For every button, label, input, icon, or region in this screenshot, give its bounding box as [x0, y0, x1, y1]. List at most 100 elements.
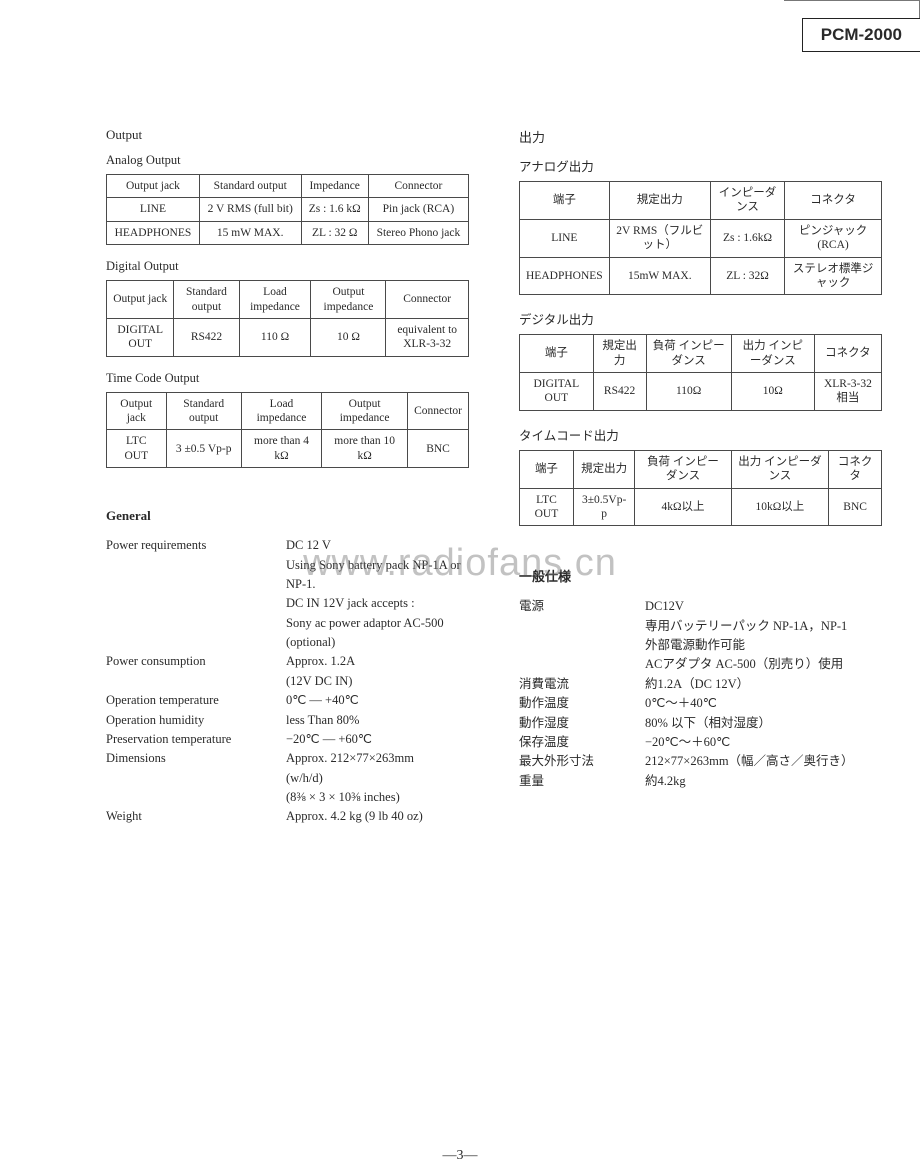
table-header-row: Output jack Standard output Load impedan… [107, 392, 469, 430]
th: Output jack [107, 175, 200, 198]
th: Load impedance [239, 281, 311, 319]
td: HEADPHONES [107, 221, 200, 244]
td: HEADPHONES [520, 257, 610, 295]
table-row: LINE 2V RMS（フルビット） Zs : 1.6kΩ ピンジャック (RC… [520, 219, 882, 257]
spec-value-line: 外部電源動作可能 [645, 636, 882, 655]
spec-row: 消費電流約1.2A（DC 12V） [519, 675, 882, 694]
th: Connector [368, 175, 468, 198]
spec-label: 消費電流 [519, 675, 645, 694]
td: ZL : 32 Ω [301, 221, 368, 244]
td: 3±0.5Vp-p [573, 488, 635, 526]
th: 規定出力 [573, 450, 635, 488]
td: 3 ±0.5 Vp-p [166, 430, 241, 468]
td: 10 Ω [311, 318, 386, 356]
spec-value: 212×77×263mm（幅／高さ／奥行き） [645, 752, 882, 771]
table-row: DIGITAL OUT RS422 110Ω 10Ω XLR-3-32 相当 [520, 373, 882, 411]
td: 10Ω [731, 373, 814, 411]
spec-value: DC 12 VUsing Sony battery pack NP-1A or … [286, 536, 469, 652]
td: RS422 [593, 373, 646, 411]
spec-value-line: 約4.2kg [645, 772, 882, 791]
table-row: DIGITAL OUT RS422 110 Ω 10 Ω equivalent … [107, 318, 469, 356]
spec-value-line: (w/h/d) [286, 769, 469, 788]
spec-value: DC12V専用バッテリーパック NP-1A，NP-1外部電源動作可能ACアダプタ… [645, 597, 882, 675]
spec-row: Power consumptionApprox. 1.2A(12V DC IN) [106, 652, 469, 691]
spec-label: Power consumption [106, 652, 286, 691]
th: 負荷 インピーダンス [635, 450, 731, 488]
spec-value: 約4.2kg [645, 772, 882, 791]
spec-row: 動作湿度80% 以下（相対湿度） [519, 714, 882, 733]
td: LINE [107, 198, 200, 221]
spec-value: 約1.2A（DC 12V） [645, 675, 882, 694]
td: Zs : 1.6 kΩ [301, 198, 368, 221]
page-number: —3— [0, 1148, 920, 1164]
spec-value-line: −20℃～＋60℃ [645, 733, 882, 752]
td: Zs : 1.6kΩ [710, 219, 784, 257]
spec-value-line: 212×77×263mm（幅／高さ／奥行き） [645, 752, 882, 771]
td: ピンジャック (RCA) [785, 219, 882, 257]
spec-label: 動作温度 [519, 694, 645, 713]
table-header-row: 端子 規定出力 負荷 インピーダンス 出力 インピーダンス コネクタ [520, 450, 882, 488]
td: 110Ω [646, 373, 731, 411]
timecode-table-en: Output jack Standard output Load impedan… [106, 392, 469, 469]
spec-value-line: 80% 以下（相対湿度） [645, 714, 882, 733]
spec-label: Operation humidity [106, 711, 286, 730]
td: more than 4 kΩ [241, 430, 321, 468]
spec-label: Dimensions [106, 749, 286, 807]
spec-label: Operation temperature [106, 691, 286, 710]
spec-value-line: ACアダプタ AC-500（別売り）使用 [645, 655, 882, 674]
spec-value-line: Approx. 212×77×263mm [286, 749, 469, 768]
spec-row: 動作温度0℃～＋40℃ [519, 694, 882, 713]
spec-value-line: DC 12 V [286, 536, 469, 555]
th: インピーダンス [710, 182, 784, 220]
td: equivalent to XLR-3-32 [386, 318, 469, 356]
table-row: HEADPHONES 15 mW MAX. ZL : 32 Ω Stereo P… [107, 221, 469, 244]
th: 出力 インピーダンス [731, 450, 829, 488]
table-header-row: Output jack Standard output Load impedan… [107, 281, 469, 319]
td: LTC OUT [107, 430, 167, 468]
spec-value: 80% 以下（相対湿度） [645, 714, 882, 733]
table-header-row: Output jack Standard output Impedance Co… [107, 175, 469, 198]
th: コネクタ [785, 182, 882, 220]
spec-row: 最大外形寸法212×77×263mm（幅／高さ／奥行き） [519, 752, 882, 771]
th: 端子 [520, 335, 594, 373]
spec-label: 最大外形寸法 [519, 752, 645, 771]
spec-label: Preservation temperature [106, 730, 286, 749]
page: PCM-2000 www.radiofans.cn Output Analog … [0, 0, 920, 1174]
digital-table-jp: 端子 規定出力 負荷 インピーダンス 出力 インピーダンス コネクタ DIGIT… [519, 334, 882, 411]
model-label: PCM-2000 [802, 18, 920, 52]
table-row: LTC OUT 3±0.5Vp-p 4kΩ以上 10kΩ以上 BNC [520, 488, 882, 526]
td: DIGITAL OUT [107, 318, 174, 356]
th: Standard output [174, 281, 239, 319]
th: Output impedance [322, 392, 408, 430]
spec-row: WeightApprox. 4.2 kg (9 lb 40 oz) [106, 807, 469, 826]
digital-title-jp: デジタル出力 [519, 309, 882, 328]
spec-value-line: 0℃ — +40℃ [286, 691, 469, 710]
td: LTC OUT [520, 488, 574, 526]
td: 4kΩ以上 [635, 488, 731, 526]
table-header-row: 端子 規定出力 負荷 インピーダンス 出力 インピーダンス コネクタ [520, 335, 882, 373]
spec-value-line: Approx. 4.2 kg (9 lb 40 oz) [286, 807, 469, 826]
spec-row: DimensionsApprox. 212×77×263mm(w/h/d)(8⅜… [106, 749, 469, 807]
digital-title-en: Digital Output [106, 259, 469, 274]
td: BNC [408, 430, 469, 468]
spec-value-line: 0℃～＋40℃ [645, 694, 882, 713]
th: 規定出力 [593, 335, 646, 373]
spec-row: Operation humidityless Than 80% [106, 711, 469, 730]
td: RS422 [174, 318, 239, 356]
digital-table-en: Output jack Standard output Load impedan… [106, 280, 469, 357]
th: 出力 インピーダンス [731, 335, 814, 373]
td: 2V RMS（フルビット） [609, 219, 710, 257]
analog-title-en: Analog Output [106, 153, 469, 168]
spec-value-line: (8⅜ × 3 × 10⅜ inches) [286, 788, 469, 807]
spec-row: 重量約4.2kg [519, 772, 882, 791]
spec-value-line: 約1.2A（DC 12V） [645, 675, 882, 694]
spec-value-line: DC IN 12V jack accepts : [286, 594, 469, 613]
th: Connector [408, 392, 469, 430]
spec-value: less Than 80% [286, 711, 469, 730]
left-column: Output Analog Output Output jack Standar… [106, 123, 469, 827]
spec-value: Approx. 4.2 kg (9 lb 40 oz) [286, 807, 469, 826]
spec-label: 重量 [519, 772, 645, 791]
td: LINE [520, 219, 610, 257]
spec-value: Approx. 212×77×263mm(w/h/d)(8⅜ × 3 × 10⅜… [286, 749, 469, 807]
th: Output jack [107, 392, 167, 430]
